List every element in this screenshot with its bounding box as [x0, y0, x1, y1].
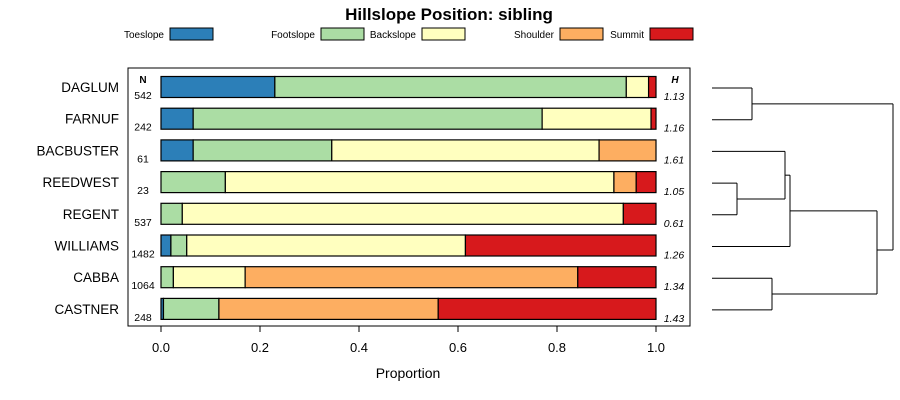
bar-segment-bacbuster-backslope — [331, 139, 600, 162]
bar-segment-daglum-summit — [647, 75, 657, 99]
x-tick-label: 0.6 — [449, 340, 467, 355]
bars — [160, 75, 657, 320]
h-label-daglum: 1.13 — [664, 91, 685, 103]
legend-swatch-footslope — [320, 27, 365, 41]
chart-title: Hillslope Position: sibling — [345, 5, 553, 24]
x-tick-label: 0.4 — [350, 340, 368, 355]
h-label-farnuf: 1.16 — [664, 123, 685, 135]
bar-segment-cabba-footslope — [160, 266, 174, 289]
bar-segment-williams-toeslope — [160, 234, 172, 257]
legend-swatch-toeslope — [169, 27, 214, 41]
bar-segment-farnuf-toeslope — [160, 107, 194, 130]
x-tick-label: 0.0 — [152, 340, 170, 355]
row-label-farnuf: FARNUF — [65, 112, 119, 127]
x-tick-label: 0.2 — [251, 340, 269, 355]
x-tick-label: 0.8 — [548, 340, 566, 355]
bar-segment-cabba-summit — [577, 266, 657, 289]
bar-segment-regent-backslope — [181, 202, 624, 225]
n-label-regent: 537 — [134, 217, 152, 229]
row-label-reedwest: REEDWEST — [42, 175, 119, 190]
h-label-reedwest: 1.05 — [664, 186, 685, 198]
bar-segment-williams-footslope — [170, 234, 188, 257]
bar-segment-castner-footslope — [162, 297, 220, 320]
row-label-cabba: CABBA — [73, 270, 119, 285]
legend-label-toeslope: Toeslope — [124, 30, 164, 41]
h-label-regent: 0.61 — [664, 218, 684, 230]
bar-segment-regent-footslope — [160, 202, 183, 225]
x-axis-title: Proportion — [376, 365, 441, 381]
legend: Toeslope Footslope Backslope Shoulder Summit — [124, 27, 694, 41]
bar-segment-williams-summit — [464, 234, 657, 257]
row-label-daglum: DAGLUM — [61, 80, 119, 95]
bar-segment-bacbuster-footslope — [192, 139, 333, 162]
row-label-regent: REGENT — [63, 207, 119, 222]
h-label-cabba: 1.34 — [664, 281, 685, 293]
n-label-cabba: 1064 — [131, 280, 155, 292]
legend-swatch-shoulder — [559, 27, 604, 41]
bar-segment-regent-summit — [622, 202, 657, 225]
bar-segment-reedwest-backslope — [224, 171, 615, 194]
n-label-farnuf: 242 — [134, 122, 152, 134]
bar-segment-reedwest-shoulder — [613, 171, 637, 194]
plot-frame — [127, 67, 691, 327]
x-tick-label: 1.0 — [647, 340, 665, 355]
bar-segment-farnuf-backslope — [541, 107, 652, 130]
x-axis: 0.0 0.2 0.4 0.6 0.8 1.0 — [152, 326, 665, 355]
n-label-bacbuster: 61 — [137, 153, 149, 165]
n-column-header: N — [139, 75, 146, 86]
row-label-castner: CASTNER — [54, 302, 119, 317]
legend-label-shoulder: Shoulder — [514, 30, 555, 41]
n-label-williams: 1482 — [131, 249, 155, 261]
bar-segment-bacbuster-shoulder — [598, 139, 657, 162]
legend-label-backslope: Backslope — [370, 30, 417, 41]
bar-segment-castner-shoulder — [218, 297, 439, 320]
bar-segment-reedwest-footslope — [160, 171, 226, 194]
legend-label-footslope: Footslope — [271, 30, 315, 41]
bar-segment-bacbuster-toeslope — [160, 139, 194, 162]
legend-swatch-summit — [649, 27, 694, 41]
dendrogram — [712, 87, 894, 311]
bar-segment-daglum-footslope — [274, 75, 627, 99]
h-column-header: H — [671, 75, 679, 86]
row-label-bacbuster: BACBUSTER — [36, 143, 119, 158]
bar-segment-daglum-toeslope — [160, 75, 276, 99]
row-label-williams: WILLIAMS — [54, 239, 119, 254]
h-label-castner: 1.43 — [664, 313, 685, 325]
bar-segment-farnuf-summit — [650, 107, 657, 130]
h-label-bacbuster: 1.61 — [664, 154, 684, 166]
n-label-daglum: 542 — [134, 90, 152, 102]
n-label-castner: 248 — [134, 312, 152, 324]
bar-segment-cabba-shoulder — [244, 266, 579, 289]
h-label-williams: 1.26 — [664, 250, 685, 262]
bar-segment-daglum-backslope — [625, 75, 650, 99]
bar-segment-reedwest-summit — [635, 171, 657, 194]
bar-segment-farnuf-footslope — [192, 107, 543, 130]
bar-segment-castner-summit — [437, 297, 657, 320]
row-labels: DAGLUM 542 1.13 FARNUF 242 1.16 BACBUSTER 61 1.6… — [36, 80, 684, 325]
legend-swatch-backslope — [421, 27, 466, 41]
n-label-reedwest: 23 — [137, 185, 149, 197]
legend-label-summit: Summit — [610, 30, 644, 41]
bar-segment-cabba-backslope — [172, 266, 246, 289]
bar-segment-williams-backslope — [186, 234, 467, 257]
